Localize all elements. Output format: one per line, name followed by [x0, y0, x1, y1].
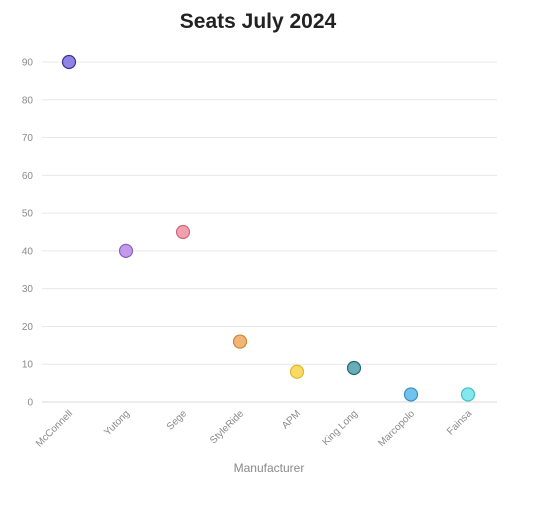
chart-title: Seats July 2024: [180, 10, 337, 33]
y-tick-label: 10: [22, 360, 34, 371]
data-point[interactable]: [232, 334, 248, 349]
x-tick-label: King Long: [320, 408, 360, 448]
data-point[interactable]: [460, 387, 476, 402]
grid: [42, 61, 497, 403]
data-point[interactable]: [118, 243, 134, 258]
x-tick-label: StyleRide: [208, 408, 246, 446]
y-tick-label: 70: [22, 133, 34, 144]
y-tick-label: 20: [22, 322, 34, 333]
data-point[interactable]: [289, 364, 305, 379]
x-tick-label: Yutong: [102, 408, 132, 438]
y-tick-label: 40: [22, 246, 34, 257]
data-point[interactable]: [403, 387, 419, 402]
x-tick-label: Marcopolo: [376, 408, 417, 449]
y-tick-label: 0: [27, 398, 33, 409]
data-point[interactable]: [175, 224, 191, 240]
x-tick-label: Fainsa: [445, 408, 474, 437]
y-tick-label: 30: [22, 284, 34, 295]
y-tick-label: 60: [22, 171, 34, 182]
data-points: [61, 54, 476, 402]
data-point[interactable]: [346, 360, 362, 376]
x-tick-label: McConnell: [34, 408, 75, 449]
y-tick-label: 50: [22, 209, 34, 220]
y-tick-label: 80: [22, 95, 34, 106]
x-axis-label: Manufacturer: [234, 461, 305, 475]
y-tick-label: 90: [22, 58, 34, 69]
data-point[interactable]: [61, 54, 77, 70]
x-tick-label: Sege: [165, 408, 190, 433]
y-axis: 0 10 20 30 40 50 60 70 80 90: [22, 58, 34, 409]
x-tick-label: APM: [280, 408, 303, 431]
x-axis: McConnell Yutong Sege StyleRide APM King Long…: [34, 408, 474, 449]
